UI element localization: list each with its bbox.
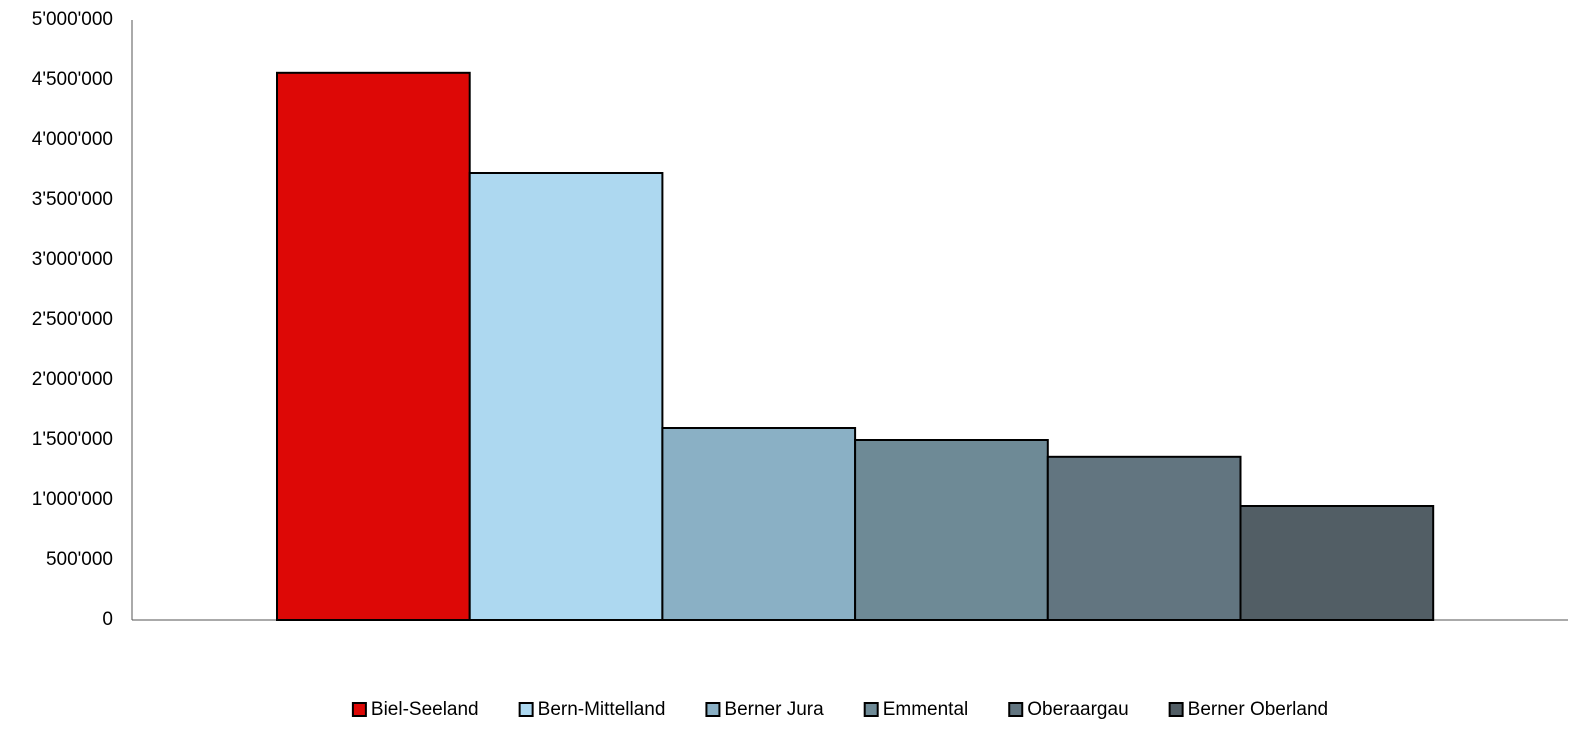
legend-label: Berner Oberland xyxy=(1188,699,1328,720)
bar xyxy=(276,71,471,622)
legend-swatch xyxy=(1168,702,1184,717)
y-tick-label: 3'500'000 xyxy=(32,189,113,210)
y-tick-label: 1'000'000 xyxy=(32,489,113,510)
bar xyxy=(661,427,857,621)
legend-swatch xyxy=(705,702,721,717)
y-tick-label: 2'000'000 xyxy=(32,369,113,390)
y-tick-label: 1'500'000 xyxy=(32,429,113,450)
y-tick-label: 5'000'000 xyxy=(32,9,113,30)
legend-label: Oberaargau xyxy=(1027,699,1128,720)
y-tick-label: 500'000 xyxy=(46,549,113,570)
legend-label: Bern-Mittelland xyxy=(538,699,666,720)
y-tick-label: 2'500'000 xyxy=(32,309,113,330)
y-tick-label: 0 xyxy=(102,609,113,630)
legend-swatch xyxy=(863,702,879,717)
y-tick-label: 4'500'000 xyxy=(32,69,113,90)
legend-label: Berner Jura xyxy=(724,699,824,720)
y-tick-label: 4'000'000 xyxy=(32,129,113,150)
bar xyxy=(1046,455,1242,621)
bar xyxy=(1239,505,1435,621)
legend-swatch xyxy=(351,702,367,717)
bar xyxy=(468,172,664,621)
legend-label: Emmental xyxy=(883,699,969,720)
bar xyxy=(854,439,1049,621)
legend-swatch xyxy=(518,702,534,717)
y-tick-label: 3'000'000 xyxy=(32,249,113,270)
legend-label: Biel-Seeland xyxy=(371,699,479,720)
legend-swatch xyxy=(1008,702,1024,717)
